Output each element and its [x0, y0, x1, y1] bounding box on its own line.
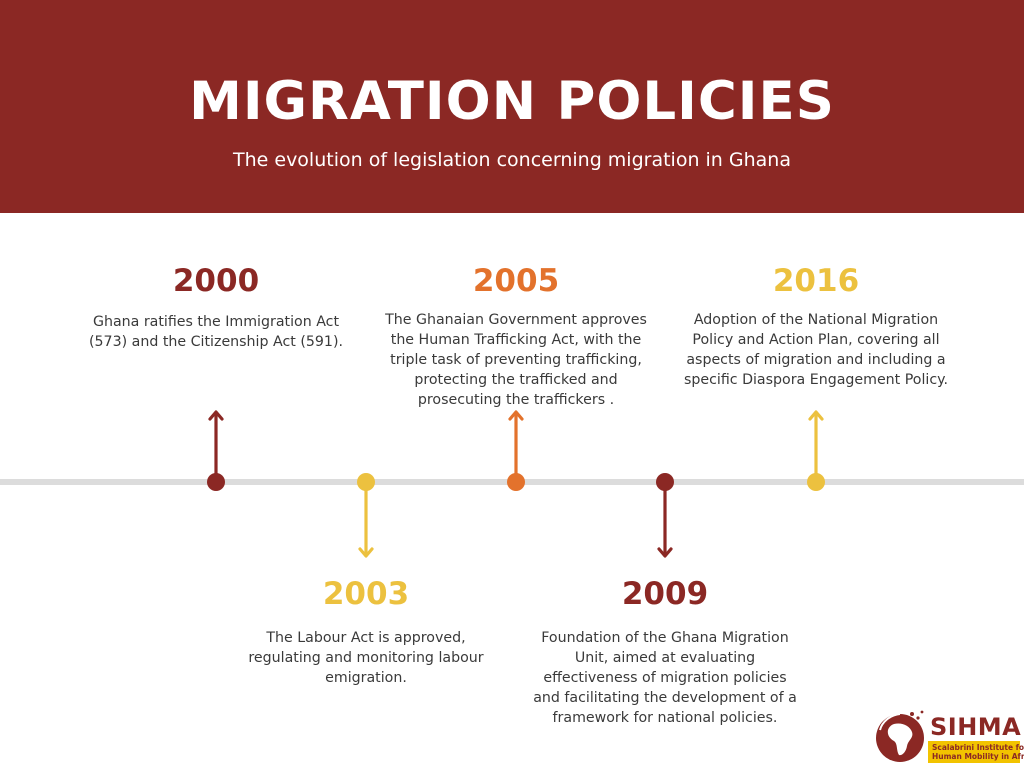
event-description-line: effectiveness of migration policies — [543, 670, 787, 686]
header-banner: MIGRATION POLICIES The evolution of legi… — [0, 0, 1024, 213]
event-description-line: the Human Trafficking Act, with the — [390, 332, 642, 348]
event-description-line: The Labour Act is approved, — [266, 630, 466, 646]
event-description-2009: Foundation of the Ghana Migration Unit, a… — [525, 628, 805, 728]
event-year-2005: 2005 — [472, 263, 560, 299]
arrow-down-icon — [657, 547, 673, 558]
page-subtitle: The evolution of legislation concerning … — [233, 149, 791, 171]
timeline-dot-2016 — [807, 473, 825, 491]
event-description-line: (573) and the Citizenship Act (591). — [88, 334, 343, 350]
arrow-up-icon — [508, 410, 524, 421]
timeline-dot-2003 — [357, 473, 375, 491]
arrow-up-icon — [208, 410, 224, 421]
logo-band — [928, 741, 1020, 763]
event-description-line: Foundation of the Ghana Migration — [541, 630, 789, 646]
event-year-2003: 2003 — [322, 576, 410, 612]
arrow-down-icon — [358, 547, 374, 558]
timeline-dot-2000 — [207, 473, 225, 491]
timeline-marker-2005 — [507, 410, 525, 491]
event-description-line: Unit, aimed at evaluating — [574, 650, 756, 666]
logo-wordmark: SIHMA — [930, 713, 1022, 741]
event-description-line: Adoption of the National Migration — [693, 312, 939, 328]
event-description-2005: The Ghanaian Government approves the Huma… — [376, 310, 656, 410]
timeline-marker-2016 — [807, 410, 825, 491]
timeline-marker-2009 — [656, 473, 674, 558]
event-description-line: Ghana ratifies the Immigration Act — [92, 314, 340, 330]
logo-tagline-line-2: Human Mobility in Africa — [932, 752, 1024, 761]
arrow-up-icon — [808, 410, 824, 421]
event-description-2003: The Labour Act is approved, regulating an… — [241, 628, 491, 688]
page-title: MIGRATION POLICIES — [189, 71, 835, 132]
event-year-2016: 2016 — [772, 263, 860, 299]
event-description-line: The Ghanaian Government approves — [385, 312, 647, 328]
event-year-2009: 2009 — [621, 576, 709, 612]
event-description-line: and facilitating the development of a — [533, 690, 797, 706]
event-description-line: emigration. — [325, 670, 407, 686]
event-description-line: prosecuting the traffickers . — [417, 392, 615, 408]
event-description-line: specific Diaspora Engagement Policy. — [683, 372, 949, 388]
event-description-line: framework for national policies. — [552, 710, 778, 726]
event-description-line: aspects of migration and including a — [686, 352, 946, 368]
event-description-2016: Adoption of the National Migration Policy… — [671, 310, 961, 390]
timeline-dot-2005 — [507, 473, 525, 491]
timeline-marker-2000 — [207, 410, 225, 491]
event-year-2000: 2000 — [172, 263, 260, 299]
event-description-line: Policy and Action Plan, covering all — [692, 332, 940, 348]
globe-icon — [876, 710, 924, 762]
sihma-logo: SIHMA Scalabrini Institute for Human Mob… — [872, 708, 1024, 764]
logo-tagline-line-1: Scalabrini Institute for — [932, 743, 1024, 752]
timeline-dot-2009 — [656, 473, 674, 491]
event-description-2000: Ghana ratifies the Immigration Act (573) … — [81, 312, 351, 352]
event-description-line: regulating and monitoring labour — [248, 650, 484, 666]
event-description-line: triple task of preventing trafficking, — [390, 352, 642, 368]
timeline-marker-2003 — [357, 473, 375, 558]
event-description-line: protecting the trafficked and — [414, 372, 618, 388]
